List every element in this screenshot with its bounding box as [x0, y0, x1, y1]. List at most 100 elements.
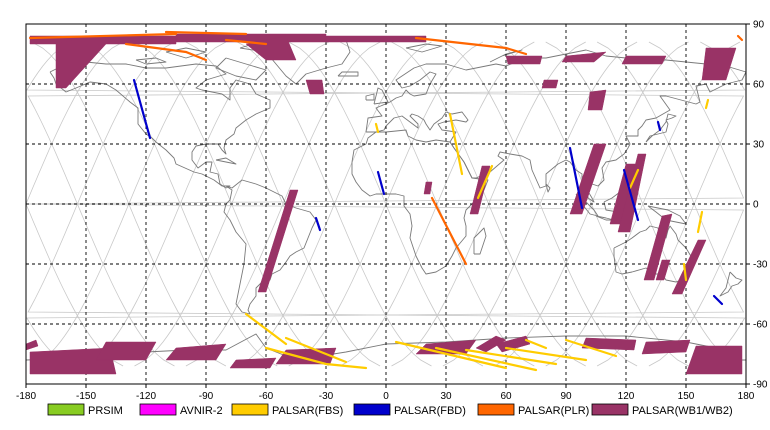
coastline: [405, 43, 443, 53]
track-line: [682, 262, 688, 282]
x-tick-label: 120: [618, 391, 635, 402]
swath-polygon: [685, 345, 743, 375]
y-tick-label: 90: [753, 20, 765, 31]
x-tick-label: 90: [560, 391, 572, 402]
x-tick-label: -60: [259, 391, 274, 402]
swath-polygon: [541, 79, 559, 89]
track-line: [414, 36, 528, 56]
swath-polygon: [55, 35, 107, 89]
series-palsar-fbs-: [244, 98, 710, 372]
swath-polygon: [701, 47, 737, 81]
acquisitions-layer: [25, 30, 744, 375]
swath-polygon: [25, 339, 39, 351]
coastline: [215, 57, 267, 81]
x-tick-label: 0: [383, 391, 389, 402]
x-tick-label: -180: [16, 391, 36, 402]
swath-polygon: [641, 339, 691, 355]
x-tick-label: 180: [738, 391, 755, 402]
legend-swatch: [591, 403, 629, 416]
track-line: [568, 146, 584, 210]
track-line: [476, 164, 494, 200]
y-tick-label: -60: [753, 320, 768, 331]
swath-polygon: [423, 181, 433, 195]
coastline: [223, 179, 317, 315]
y-tick-label: 30: [753, 140, 765, 151]
longitude-ticks: -180 -150 -120 -90 -60 -30 0 30 60 90 120 150 180: [16, 384, 755, 402]
x-tick-label: -30: [319, 391, 334, 402]
track-line: [656, 120, 662, 132]
coastline: [647, 205, 687, 225]
swath-polygon: [245, 35, 297, 61]
series-palsar-fbd-: [132, 78, 724, 306]
orbit-track: [442, 41, 638, 367]
track-line: [28, 32, 178, 40]
track-line: [736, 34, 744, 42]
legend-label: PALSAR(WB1/WB2): [632, 405, 733, 417]
legend-label: AVNIR-2: [180, 405, 223, 417]
legend-swatch: [139, 403, 177, 416]
x-tick-label: 60: [500, 391, 512, 402]
track-line: [374, 122, 380, 134]
track-line: [524, 338, 548, 350]
track-line: [704, 98, 710, 110]
y-tick-label: 60: [753, 80, 765, 91]
orbit-track: [339, 41, 535, 367]
swath-polygon: [229, 357, 277, 369]
track-line: [376, 170, 386, 196]
track-line: [430, 196, 468, 266]
coastline: [365, 49, 747, 203]
coastline: [489, 49, 523, 63]
swath-polygon: [165, 343, 227, 361]
swath-polygon: [621, 55, 667, 65]
swath-polygon: [325, 35, 427, 43]
swath-polygon: [29, 347, 117, 375]
track-line: [124, 42, 208, 62]
swath-polygon: [475, 335, 507, 353]
orbit-track: [27, 41, 746, 367]
coastline: [215, 157, 237, 165]
y-tick-label: 0: [753, 200, 759, 211]
swath-polygon: [671, 239, 707, 295]
track-line: [628, 168, 640, 190]
track-line: [622, 168, 640, 222]
series-palsar-wb1-wb2-: [25, 33, 743, 375]
swath-polygon: [561, 51, 607, 63]
coastline: [545, 183, 551, 193]
track-line: [434, 346, 538, 372]
track-line: [564, 338, 618, 358]
track-line: [284, 336, 348, 364]
track-line: [464, 348, 558, 366]
legend-swatch: [353, 403, 391, 416]
coastline: [165, 47, 207, 59]
track-line: [164, 30, 248, 36]
coastline: [49, 61, 271, 189]
y-tick-label: -30: [753, 260, 768, 271]
coastline: [351, 129, 489, 275]
legend-label: PRSIM: [88, 405, 123, 417]
coastline: [337, 71, 359, 77]
swath-polygon: [95, 341, 157, 361]
legend-swatch: [47, 403, 85, 416]
track-line: [132, 78, 152, 140]
swath-polygon: [505, 55, 543, 65]
track-line: [314, 216, 322, 232]
legend: PRSIM AVNIR-2 PALSAR(FBS) PALSAR(FBD) PALSAR…: [47, 403, 733, 417]
legend-swatch: [477, 403, 515, 416]
swath-polygon: [275, 347, 337, 365]
swath-polygon: [175, 33, 327, 43]
swath-polygon: [617, 153, 647, 233]
coastline: [473, 227, 487, 255]
legend-swatch: [231, 403, 269, 416]
x-tick-label: -90: [199, 391, 214, 402]
series-palsar-plr-: [28, 30, 744, 266]
swath-polygon: [469, 165, 491, 215]
coastline: [719, 271, 743, 297]
orbit-tracks-layer: [25, 41, 746, 367]
track-line: [244, 312, 288, 346]
track-line: [264, 346, 368, 370]
y-tick-label: -90: [753, 380, 768, 391]
coastline: [365, 93, 375, 101]
track-line: [394, 340, 508, 370]
swath-polygon: [587, 89, 607, 111]
